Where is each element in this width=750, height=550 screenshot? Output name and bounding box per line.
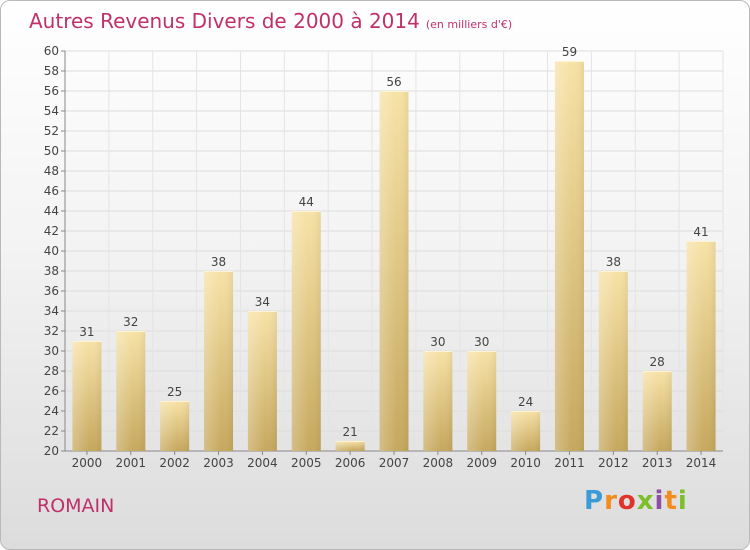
x-tick-label: 2007 bbox=[379, 456, 410, 470]
y-tick-label: 32 bbox=[44, 324, 59, 338]
bar-shade bbox=[686, 241, 716, 451]
chart-title-main: Autres Revenus Divers de 2000 à 2014 bbox=[29, 9, 420, 33]
logo-letter: i bbox=[677, 486, 688, 516]
chart-subtitle: (en milliers d'€) bbox=[425, 18, 513, 31]
data-label: 34 bbox=[255, 295, 270, 309]
bar-shade bbox=[116, 331, 146, 451]
data-label: 31 bbox=[79, 325, 94, 339]
y-tick-label: 48 bbox=[44, 164, 59, 178]
x-tick-label: 2011 bbox=[554, 456, 585, 470]
data-labels: 31 32 25 38 34 44 21 56 30 30 24 59 38 28 41 bbox=[79, 45, 708, 439]
y-tick-label: 44 bbox=[44, 204, 59, 218]
logo-letter: P bbox=[584, 486, 605, 516]
commune-name: ROMAIN bbox=[37, 495, 115, 517]
x-tick-label: 2014 bbox=[686, 456, 717, 470]
bar-shade bbox=[554, 61, 584, 451]
bar-shade bbox=[598, 271, 628, 451]
y-tick-label: 20 bbox=[44, 444, 59, 458]
logo-letter: x bbox=[636, 486, 655, 516]
data-label: 30 bbox=[474, 335, 489, 349]
bar-shade bbox=[379, 91, 409, 451]
data-label: 28 bbox=[650, 355, 665, 369]
y-tick-label: 22 bbox=[44, 424, 59, 438]
bar-shade bbox=[642, 371, 672, 451]
x-tick-label: 2006 bbox=[335, 456, 366, 470]
y-tick-label: 38 bbox=[44, 264, 59, 278]
y-tick-label: 52 bbox=[44, 124, 59, 138]
y-tick-label: 46 bbox=[44, 184, 59, 198]
x-tick-label: 2005 bbox=[291, 456, 322, 470]
x-tick-label: 2010 bbox=[510, 456, 541, 470]
data-label: 59 bbox=[562, 45, 577, 59]
bar-shade bbox=[423, 351, 453, 451]
x-tick-label: 2004 bbox=[247, 456, 278, 470]
bar-shade bbox=[467, 351, 497, 451]
data-label: 30 bbox=[430, 335, 445, 349]
y-tick-label: 28 bbox=[44, 364, 59, 378]
bar-shade bbox=[72, 341, 102, 451]
x-tick-label: 2000 bbox=[72, 456, 103, 470]
x-tick-label: 2002 bbox=[159, 456, 190, 470]
y-tick-label: 56 bbox=[44, 84, 59, 98]
data-label: 21 bbox=[342, 425, 357, 439]
proxiti-logo: Proxiti bbox=[584, 486, 688, 516]
y-tick-label: 40 bbox=[44, 244, 59, 258]
bar-shade bbox=[511, 411, 541, 451]
y-tick-label: 36 bbox=[44, 284, 59, 298]
x-tick-label: 2009 bbox=[466, 456, 497, 470]
data-label: 41 bbox=[693, 225, 708, 239]
y-tick-label: 60 bbox=[44, 44, 59, 58]
bar-shade bbox=[291, 211, 321, 451]
bars bbox=[72, 61, 716, 451]
x-tick-label: 2012 bbox=[598, 456, 629, 470]
logo-letter: t bbox=[664, 486, 678, 516]
data-label: 32 bbox=[123, 315, 138, 329]
y-tick-label: 58 bbox=[44, 64, 59, 78]
axes: 20 22 24 26 28 30 32 34 36 38 40 42 44 46 48 50 52 54 56 58… bbox=[44, 44, 723, 470]
x-tick-label: 2001 bbox=[116, 456, 147, 470]
bar-shade bbox=[335, 441, 365, 451]
chart-title: Autres Revenus Divers de 2000 à 2014 (en … bbox=[29, 9, 512, 33]
logo-letter: o bbox=[617, 486, 637, 516]
x-tick-label: 2013 bbox=[642, 456, 673, 470]
bar-shade bbox=[247, 311, 277, 451]
x-tick-label: 2003 bbox=[203, 456, 234, 470]
data-label: 38 bbox=[606, 255, 621, 269]
data-label: 24 bbox=[518, 395, 533, 409]
bar-shade bbox=[204, 271, 234, 451]
y-tick-label: 42 bbox=[44, 224, 59, 238]
y-tick-label: 54 bbox=[44, 104, 59, 118]
x-tick-label: 2008 bbox=[423, 456, 454, 470]
logo-letter: i bbox=[654, 486, 665, 516]
data-label: 25 bbox=[167, 385, 182, 399]
y-tick-label: 50 bbox=[44, 144, 59, 158]
y-tick-label: 26 bbox=[44, 384, 59, 398]
bar-shade bbox=[160, 401, 190, 451]
y-tick-label: 24 bbox=[44, 404, 59, 418]
data-label: 44 bbox=[299, 195, 314, 209]
data-label: 38 bbox=[211, 255, 226, 269]
y-tick-label: 34 bbox=[44, 304, 59, 318]
logo-letter: r bbox=[604, 486, 618, 516]
data-label: 56 bbox=[386, 75, 401, 89]
y-tick-label: 30 bbox=[44, 344, 59, 358]
